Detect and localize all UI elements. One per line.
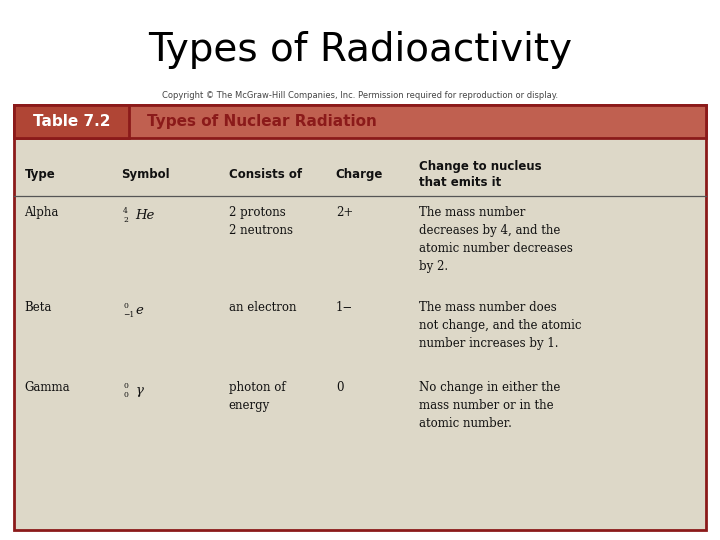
Text: 2 protons
2 neutrons: 2 protons 2 neutrons [228,206,292,237]
Text: 2: 2 [123,216,128,224]
Text: Beta: Beta [24,301,52,314]
Text: Charge: Charge [336,168,383,181]
Text: 2+: 2+ [336,206,353,219]
Text: Types of Radioactivity: Types of Radioactivity [148,31,572,69]
Text: 4: 4 [123,207,128,215]
Text: Gamma: Gamma [24,381,70,394]
Text: The mass number does
not change, and the atomic
number increases by 1.: The mass number does not change, and the… [419,301,581,350]
Text: He: He [135,209,155,222]
Bar [14,105,706,530]
Text: 0: 0 [123,302,128,310]
Text: Type: Type [24,168,55,181]
Text: Change to nucleus
that emits it: Change to nucleus that emits it [419,160,541,189]
Text: Types of Nuclear Radiation: Types of Nuclear Radiation [147,114,377,129]
Text: 1−: 1− [336,301,353,314]
Text: γ: γ [135,384,143,397]
Text: Consists of: Consists of [228,168,302,181]
Text: Copyright © The McGraw-Hill Companies, Inc. Permission required for reproduction: Copyright © The McGraw-Hill Companies, I… [162,91,558,99]
Text: 0: 0 [123,391,128,399]
Text: −1: −1 [123,311,135,319]
Text: an electron: an electron [228,301,296,314]
Text: e: e [135,304,143,317]
Text: 0: 0 [123,382,128,390]
Bar [14,105,129,138]
Text: No change in either the
mass number or in the
atomic number.: No change in either the mass number or i… [419,381,560,430]
Bar [14,105,706,138]
Text: 0: 0 [336,381,343,394]
Text: photon of
energy: photon of energy [228,381,285,412]
Text: The mass number
decreases by 4, and the
atomic number decreases
by 2.: The mass number decreases by 4, and the … [419,206,572,273]
Text: Table 7.2: Table 7.2 [32,114,110,129]
Text: Alpha: Alpha [24,206,59,219]
Text: Symbol: Symbol [121,168,170,181]
